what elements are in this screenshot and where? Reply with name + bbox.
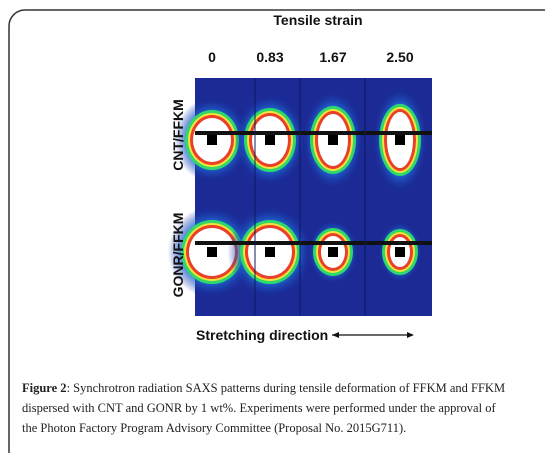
beam-stop <box>207 247 217 257</box>
beam-stop <box>395 247 405 257</box>
row-label: GONR/FFKM <box>170 213 186 298</box>
beam-stop <box>328 247 338 257</box>
column-label: 0.83 <box>256 49 283 65</box>
row-label: CNT/FFKM <box>170 99 186 171</box>
figure-title: Tensile strain <box>273 12 362 28</box>
beam-stop <box>265 247 275 257</box>
beam-stop <box>207 135 217 145</box>
column-label: 0 <box>208 49 216 65</box>
caption-line: dispersed with CNT and GONR by 1 wt%. Ex… <box>22 401 496 415</box>
beam-stop <box>265 135 275 145</box>
beam-line <box>195 241 432 245</box>
column-label: 1.67 <box>319 49 346 65</box>
column-label: 2.50 <box>386 49 413 65</box>
beam-stop <box>328 135 338 145</box>
caption-line: Figure 2: Synchrotron radiation SAXS pat… <box>22 381 505 395</box>
caption-line: the Photon Factory Program Advisory Comm… <box>22 421 406 435</box>
axis-label: Stretching direction <box>196 327 328 343</box>
caption-text: : Synchrotron radiation SAXS patterns du… <box>67 381 506 395</box>
beam-line <box>195 131 432 135</box>
caption-label: Figure 2 <box>22 381 67 395</box>
patterns <box>167 78 432 316</box>
beam-stop <box>395 135 405 145</box>
